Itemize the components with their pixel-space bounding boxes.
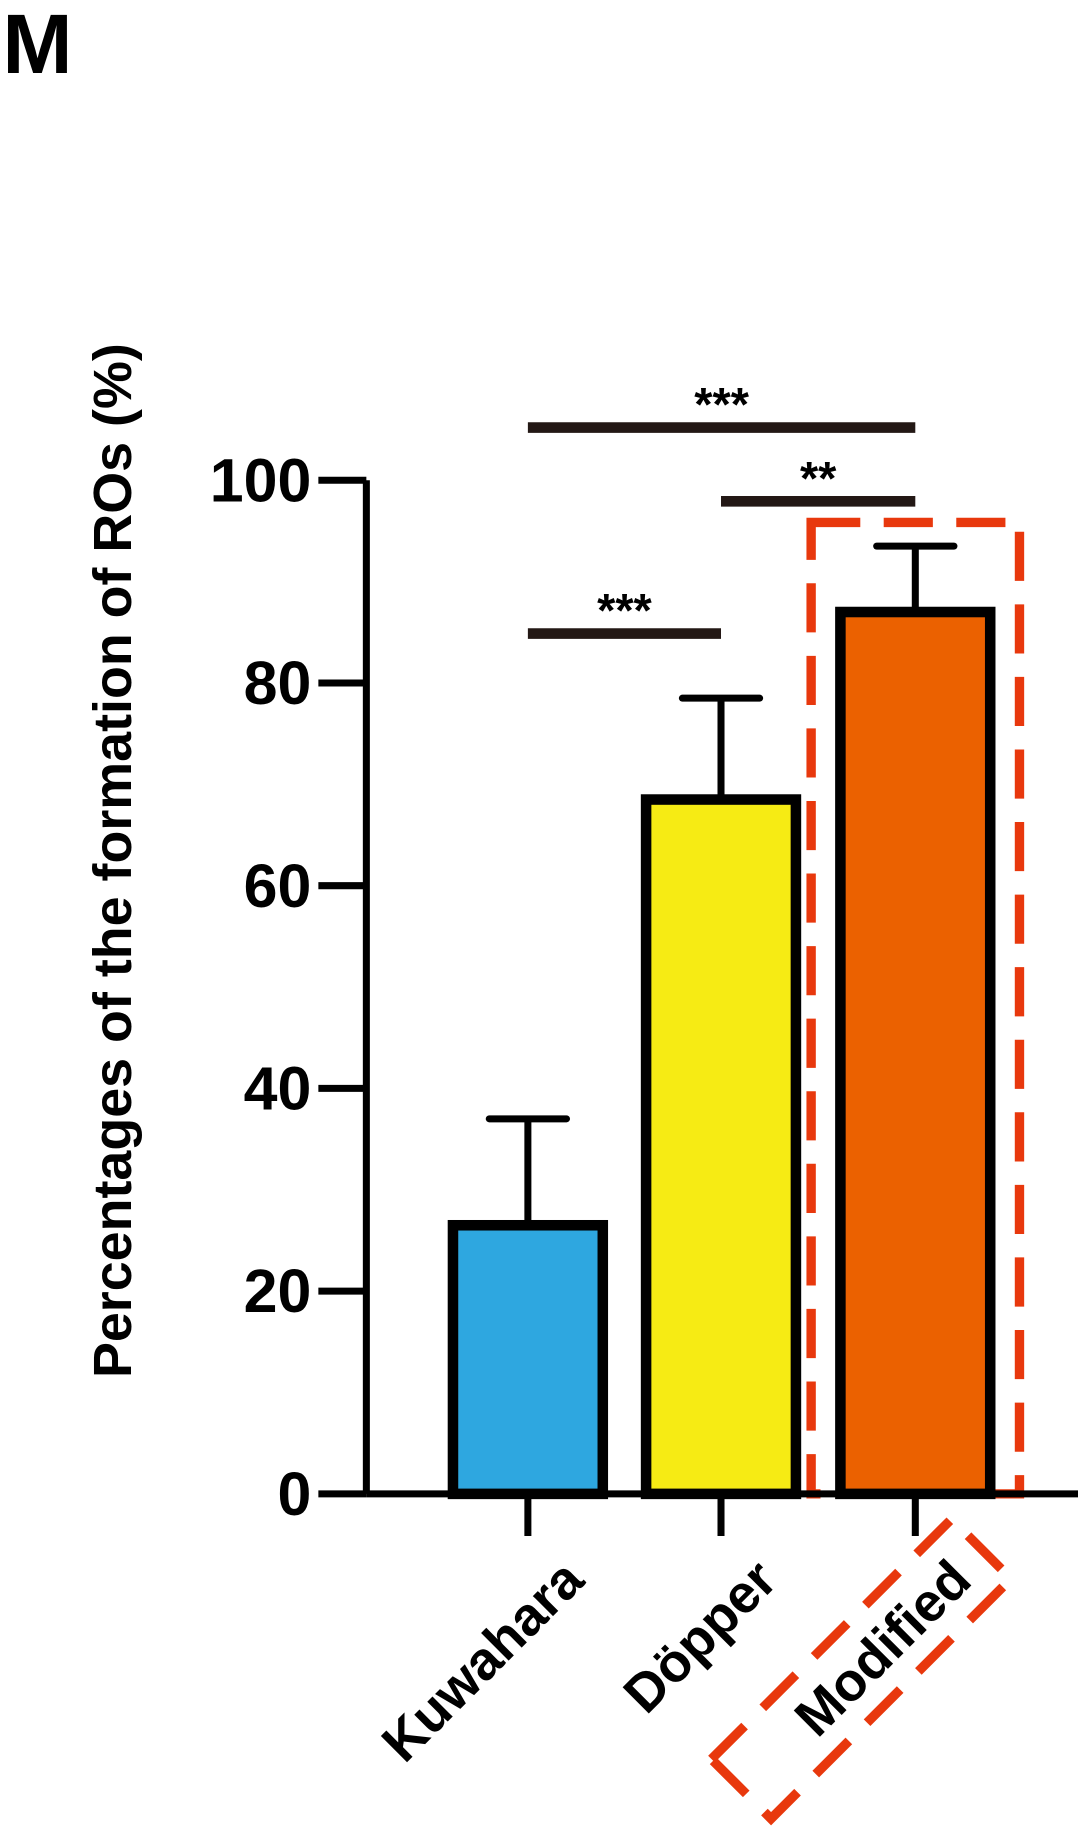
y-tick-label: 100 [210,446,312,514]
significance-label: *** [597,585,652,637]
y-tick-label: 60 [244,852,312,920]
y-tick-label: 0 [277,1460,311,1528]
y-tick-label: 80 [244,649,312,717]
bar [835,606,996,1500]
x-tick-label: Kuwahara [371,1548,596,1773]
y-axis-label: Percentages of the formation of ROs (%) [83,343,143,1378]
x-tick-label: Modified [783,1549,982,1748]
significance-label: *** [694,379,749,431]
bar [447,1219,609,1500]
highlight-label-box [704,1512,1018,1826]
highlight-box [806,517,1025,1499]
y-tick-label: 40 [244,1054,312,1122]
y-tick-label: 20 [244,1257,312,1325]
significance-label: ** [800,452,837,504]
x-tick-label: Döpper [612,1549,788,1725]
bar [640,794,802,1500]
panel-label: M [2,0,72,91]
